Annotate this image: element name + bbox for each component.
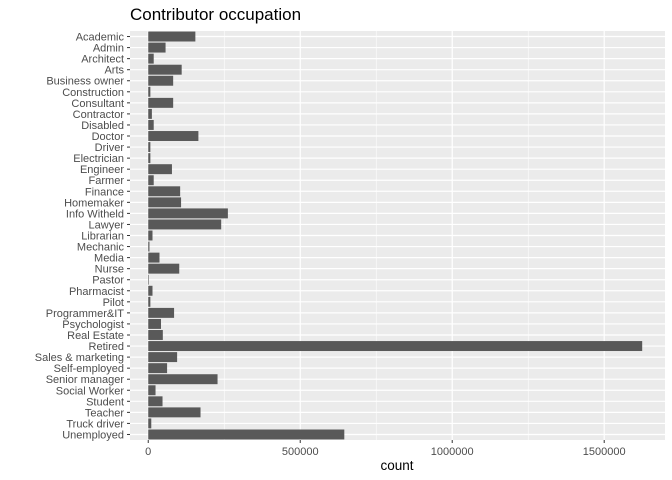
y-tick-label: Real Estate (67, 330, 124, 342)
bars (148, 31, 643, 440)
y-tick-label: Student (86, 396, 124, 408)
x-tick-label: 1500000 (583, 446, 626, 458)
y-tick-label: Lawyer (89, 219, 125, 231)
y-tick-label: Driver (95, 142, 125, 154)
bar-psychologist (148, 318, 162, 329)
x-tick-label: 500000 (282, 446, 319, 458)
bar-doctor (148, 131, 199, 141)
y-tick-label: Media (94, 253, 125, 265)
y-tick-label: Mechanic (77, 242, 125, 254)
bar-programmer-it (148, 307, 175, 318)
bar-lawyer (148, 219, 222, 230)
bar-media (148, 252, 160, 263)
bar-senior-manager (148, 374, 218, 385)
y-tick-label: Unemployed (62, 429, 124, 441)
x-axis-title: count (380, 458, 413, 473)
bar-mechanic (148, 241, 150, 252)
y-tick-label: Finance (85, 186, 124, 198)
y-tick-label: Social Worker (56, 385, 125, 397)
y-tick-label: Pastor (92, 275, 124, 287)
chart-title: Contributor occupation (130, 5, 301, 24)
x-tick-label: 0 (145, 446, 151, 458)
y-tick-label: Admin (93, 43, 124, 55)
bar-driver (148, 142, 151, 153)
bar-social-worker (148, 385, 156, 396)
y-tick-label: Retired (89, 341, 124, 353)
bar-finance (148, 186, 181, 197)
y-tick-label: Senior manager (46, 374, 125, 386)
y-tick-label: Contractor (73, 109, 125, 121)
y-tick-label: Farmer (89, 175, 125, 187)
bar-farmer (148, 175, 154, 186)
y-tick-label: Programmer&IT (46, 308, 125, 320)
bar-contractor (148, 108, 152, 119)
bar-truck-driver (148, 418, 152, 429)
y-tick-label: Psychologist (62, 319, 124, 331)
bar-info-witheld (148, 208, 228, 219)
bar-self-employed (148, 363, 168, 374)
bar-sales-marketing (148, 352, 178, 363)
y-tick-label: Architect (81, 54, 124, 66)
bar-homemaker (148, 197, 182, 208)
bar-architect (148, 53, 154, 64)
bar-nurse (148, 263, 180, 274)
bar-consultant (148, 97, 174, 108)
bar-construction (148, 86, 151, 97)
bar-business-owner (148, 75, 174, 86)
bar-disabled (148, 119, 154, 130)
bar-pilot (148, 296, 151, 307)
y-tick-label: Info Witheld (66, 208, 124, 220)
y-tick-label: Engineer (80, 164, 124, 176)
y-tick-label: Consultant (71, 98, 124, 110)
x-axis: 0 500000 1000000 1500000 (145, 440, 626, 458)
bar-real-estate (148, 330, 163, 340)
y-tick-label: Business owner (46, 76, 124, 88)
bar-unemployed (148, 429, 345, 440)
y-tick-label: Homemaker (64, 197, 124, 209)
y-tick-label: Academic (76, 32, 125, 44)
y-tick-label: Pilot (103, 297, 124, 309)
y-tick-label: Nurse (95, 264, 124, 276)
bar-pastor (148, 274, 149, 285)
bar-electrician (148, 153, 151, 164)
y-tick-label: Arts (104, 65, 124, 77)
bar-pharmacist (148, 285, 153, 296)
bar-engineer (148, 164, 172, 175)
y-tick-label: Doctor (92, 131, 125, 143)
y-tick-label: Librarian (81, 231, 124, 243)
bar-admin (148, 42, 166, 53)
y-tick-label: Truck driver (66, 418, 124, 430)
bar-student (148, 396, 163, 407)
bar-teacher (148, 407, 201, 418)
bar-librarian (148, 230, 153, 241)
y-tick-label: Sales & marketing (35, 352, 124, 364)
bar-arts (148, 64, 182, 75)
bar-academic (148, 31, 196, 42)
y-tick-label: Self-employed (54, 363, 124, 375)
y-tick-label: Electrician (73, 153, 124, 165)
x-tick-label: 1000000 (431, 446, 474, 458)
y-tick-label: Pharmacist (69, 286, 124, 298)
y-tick-label: Disabled (81, 120, 124, 132)
y-tick-label: Construction (62, 87, 124, 99)
y-tick-label: Teacher (85, 407, 124, 419)
bar-retired (148, 341, 643, 352)
